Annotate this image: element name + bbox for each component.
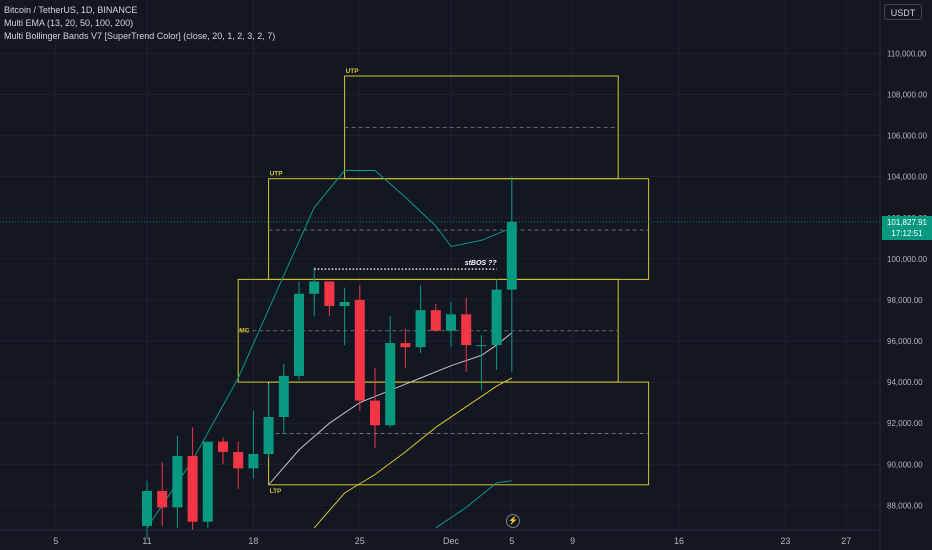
price-tick-label: 100,000.00 xyxy=(887,255,928,264)
upper-band-line xyxy=(146,170,512,529)
price-tick-label: 110,000.00 xyxy=(887,49,927,58)
date-tick-label: 5 xyxy=(509,536,514,546)
candles xyxy=(142,176,517,539)
candle-body xyxy=(294,293,304,376)
date-tick-label: 25 xyxy=(355,536,365,546)
candle-body xyxy=(248,453,259,469)
candle-body xyxy=(218,441,228,452)
price-tick-label: 98,000.00 xyxy=(887,296,923,305)
candle-body xyxy=(187,456,198,522)
mid-band-line xyxy=(268,332,513,486)
candle-body xyxy=(233,451,244,469)
zone-label: UTP xyxy=(346,68,360,75)
price-tick-label: 94,000.00 xyxy=(887,378,923,387)
price-tick-label: 96,000.00 xyxy=(887,337,923,346)
stbos-label: stBOS ?? xyxy=(465,260,498,267)
last-price-tag: 101,827.91 17:12:51 xyxy=(882,216,932,240)
zone-label: LTP xyxy=(270,488,282,495)
bollinger-legend[interactable]: Multi Bollinger Bands V7 [SuperTrend Col… xyxy=(4,31,276,41)
zone-label: UTP xyxy=(270,171,284,178)
ema-legend[interactable]: Multi EMA (13, 20, 50, 100, 200) xyxy=(4,18,134,28)
symbol-title[interactable]: Bitcoin / TetherUS, 1D, BINANCE xyxy=(4,5,138,15)
candle-body xyxy=(415,310,426,348)
candle-body xyxy=(506,221,517,290)
indicator-lines xyxy=(146,170,513,529)
grid xyxy=(0,0,880,530)
price-tick-label: 108,000.00 xyxy=(887,90,928,99)
candle-body xyxy=(157,490,168,508)
date-tick-label: 11 xyxy=(142,536,151,546)
price-tick-label: 90,000.00 xyxy=(887,460,923,469)
lower-band-line xyxy=(435,480,512,529)
date-tick-label: Dec xyxy=(443,536,460,546)
date-tick-label: 27 xyxy=(841,536,851,546)
bar-countdown: 17:12:51 xyxy=(891,229,923,238)
candle-body xyxy=(309,281,320,294)
ema-50-line xyxy=(313,377,513,529)
candle-body xyxy=(324,281,335,307)
date-tick-label: 18 xyxy=(248,536,258,546)
date-tick-label: 5 xyxy=(53,536,58,546)
date-tick-label: 9 xyxy=(570,536,575,546)
price-tick-label: 106,000.00 xyxy=(887,132,928,141)
candle-body xyxy=(278,375,289,418)
price-tick-label: 92,000.00 xyxy=(887,419,923,428)
annotations: stBOS ?? xyxy=(0,221,880,270)
last-price: 101,827.91 xyxy=(886,218,928,227)
candle-body xyxy=(430,310,441,331)
candle-body xyxy=(263,417,274,454)
lightning-icon[interactable]: ⚡ xyxy=(506,514,520,528)
date-tick-label: 16 xyxy=(674,536,684,546)
candle-body xyxy=(491,289,502,346)
candle-body xyxy=(354,299,365,401)
date-tick-label: 23 xyxy=(780,536,790,546)
candle-body xyxy=(461,314,472,346)
candle-body xyxy=(476,345,487,347)
indicator-legend: Bitcoin / TetherUS, 1D, BINANCE Multi EM… xyxy=(4,4,275,43)
zone-label: MC xyxy=(239,328,249,335)
price-tick-label: 88,000.00 xyxy=(887,501,923,510)
price-tick-label: 104,000.00 xyxy=(887,173,928,182)
currency-button[interactable]: USDT xyxy=(884,4,922,20)
candle-body xyxy=(172,456,183,508)
candle-body xyxy=(142,490,152,526)
candle-body xyxy=(385,343,396,426)
candle-body xyxy=(339,301,350,307)
candle-body xyxy=(370,400,380,426)
candle-body xyxy=(202,441,213,522)
candle-body xyxy=(400,343,411,348)
zone-boxes: UTP UTP MC LTP xyxy=(237,68,650,495)
candle-body xyxy=(446,314,456,331)
